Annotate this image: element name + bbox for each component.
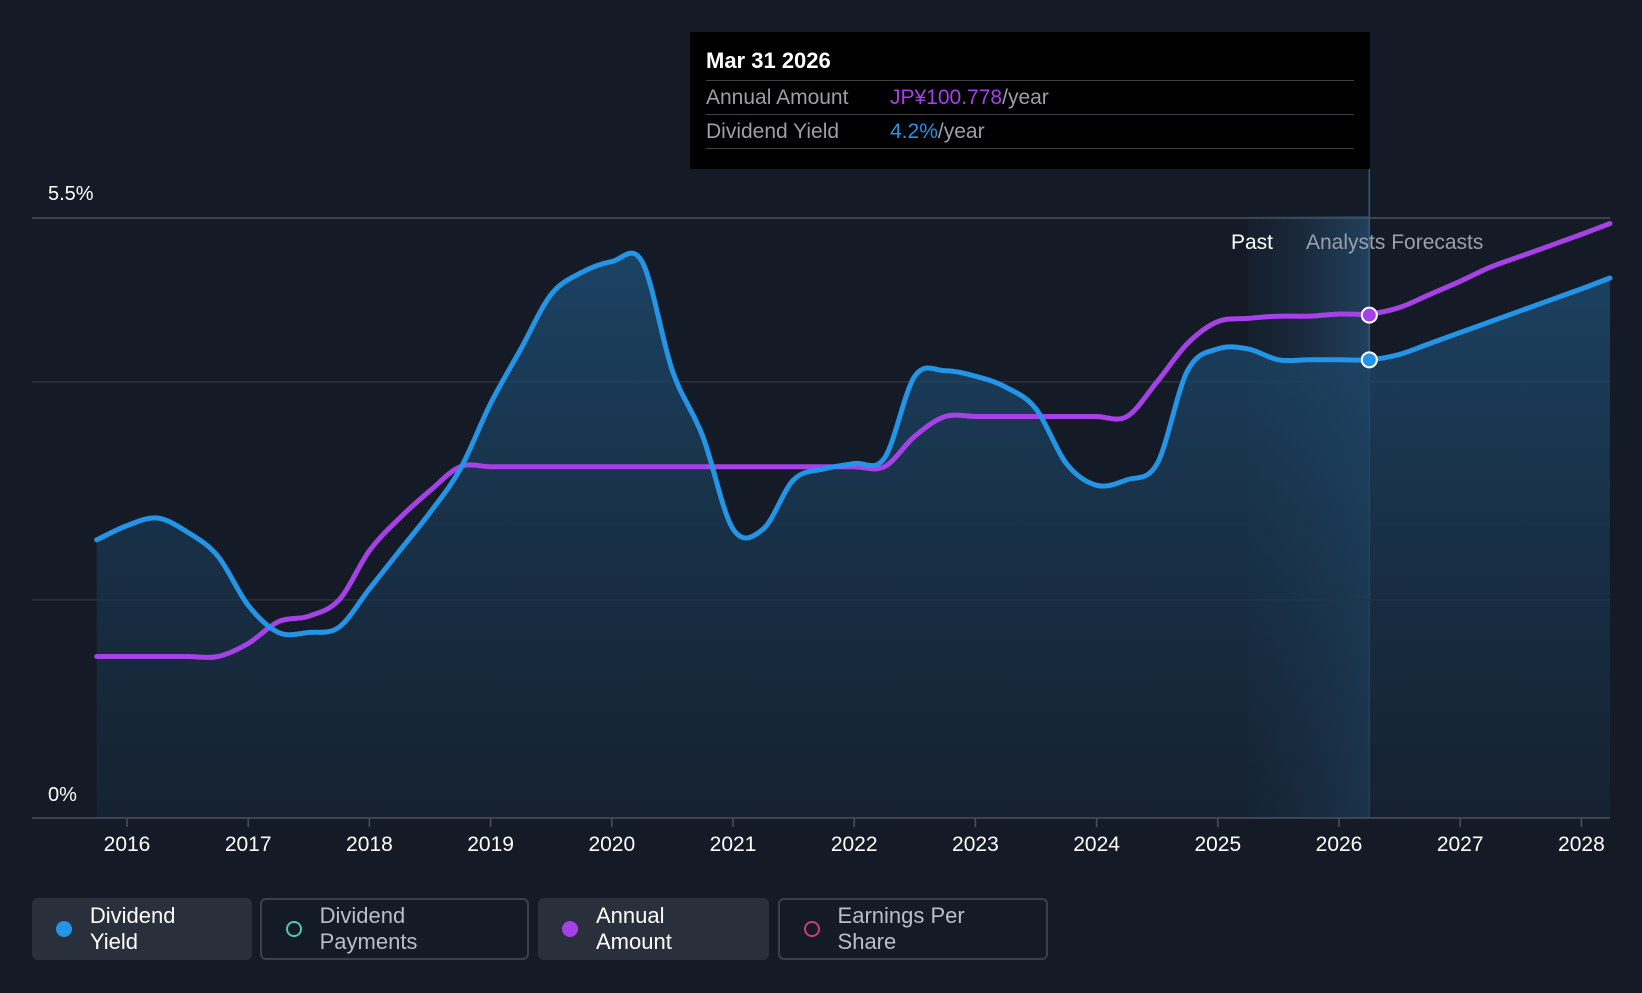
legend-earnings-per-share[interactable]: Earnings Per Share xyxy=(778,898,1048,960)
legend-dot-icon xyxy=(804,921,820,937)
x-tick-label: 2027 xyxy=(1437,833,1484,856)
x-tick-label: 2021 xyxy=(710,833,757,856)
tooltip-value: 4.2% xyxy=(890,120,938,143)
legend-label: Earnings Per Share xyxy=(837,903,965,954)
x-tick-label: 2016 xyxy=(104,833,151,856)
tooltip-row-dividend-yield: Dividend Yield 4.2% /year xyxy=(706,115,1354,149)
x-tick-label: 2022 xyxy=(831,833,878,856)
x-tick-label: 2017 xyxy=(225,833,272,856)
tooltip-label: Annual Amount xyxy=(706,86,849,109)
tooltip-row-annual-amount: Annual Amount JP¥100.778 /year xyxy=(706,81,1354,115)
annual-amount-line xyxy=(94,221,1613,660)
legend-dot-icon xyxy=(56,921,72,937)
tooltip-value: JP¥100.778 xyxy=(890,86,1003,109)
x-tick-label: 2028 xyxy=(1558,833,1605,856)
tooltip-unit: /year xyxy=(1002,86,1049,109)
legend-dividend-payments[interactable]: Dividend Payments xyxy=(260,898,529,960)
legend-label: Annual Amount xyxy=(595,903,672,954)
tooltip-date: Mar 31 2026 xyxy=(706,46,1354,81)
x-tick-label: 2025 xyxy=(1194,833,1241,856)
y-tick-label: 0% xyxy=(48,784,77,806)
legend-dot-icon xyxy=(286,921,302,937)
legend-dividend-yield[interactable]: Dividend Yield xyxy=(32,898,252,960)
x-tick-label: 2026 xyxy=(1316,833,1363,856)
x-tick-label: 2018 xyxy=(346,833,393,856)
legend-label: Dividend Payments xyxy=(319,903,418,954)
tooltip-label: Dividend Yield xyxy=(706,120,840,143)
x-tick-label: 2023 xyxy=(952,833,999,856)
past-label: Past xyxy=(1231,231,1273,254)
x-tick-label: 2020 xyxy=(588,833,635,856)
x-tick-label: 2024 xyxy=(1073,833,1120,856)
dividend-yield-marker xyxy=(1360,351,1378,369)
annual-amount-marker xyxy=(1360,306,1378,324)
y-tick-label: 5.5% xyxy=(48,183,94,205)
x-tick-label: 2019 xyxy=(467,833,514,856)
dividend-yield-area xyxy=(96,253,1611,819)
dividend-yield-line xyxy=(94,250,1613,638)
forecast-label: Analysts Forecasts xyxy=(1306,231,1483,254)
legend-label: Dividend Yield xyxy=(89,903,176,954)
tooltip-unit: /year xyxy=(937,120,985,143)
tooltip: Mar 31 2026 Annual Amount JP¥100.778 /ye… xyxy=(690,32,1370,169)
legend-dot-icon xyxy=(562,921,578,937)
legend-annual-amount[interactable]: Annual Amount xyxy=(538,898,769,960)
